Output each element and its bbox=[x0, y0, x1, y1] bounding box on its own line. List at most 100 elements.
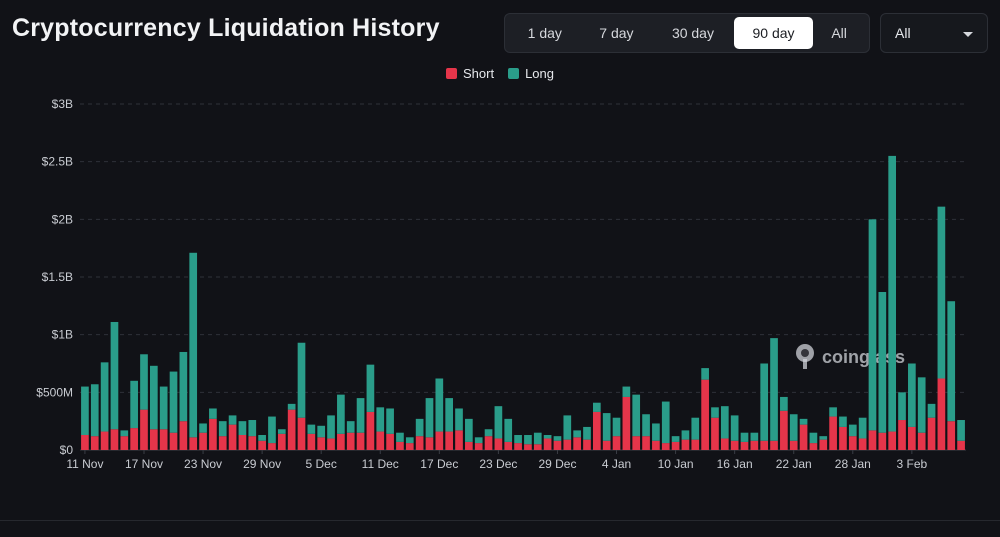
long-bar[interactable] bbox=[327, 415, 335, 439]
long-bar[interactable] bbox=[848, 424, 857, 437]
long-bar[interactable] bbox=[957, 420, 965, 441]
long-bar[interactable] bbox=[829, 407, 837, 417]
range-30-day-button[interactable]: 30 day bbox=[671, 25, 714, 41]
long-bar[interactable] bbox=[337, 394, 345, 434]
short-bar[interactable] bbox=[484, 436, 493, 450]
short-bar[interactable] bbox=[405, 443, 414, 450]
short-bar[interactable] bbox=[819, 439, 828, 450]
short-bar[interactable] bbox=[553, 440, 562, 450]
long-bar[interactable] bbox=[868, 219, 877, 431]
short-bar[interactable] bbox=[622, 396, 631, 450]
short-bar[interactable] bbox=[524, 444, 532, 450]
long-bar[interactable] bbox=[179, 351, 188, 422]
long-bar[interactable] bbox=[583, 426, 591, 440]
long-bar[interactable] bbox=[691, 417, 700, 440]
short-bar[interactable] bbox=[445, 431, 454, 450]
short-bar[interactable] bbox=[465, 441, 473, 450]
coin-select-dropdown[interactable]: All bbox=[880, 13, 988, 53]
long-bar[interactable] bbox=[149, 365, 158, 430]
short-bar[interactable] bbox=[179, 421, 188, 450]
short-bar[interactable] bbox=[297, 417, 306, 450]
short-bar[interactable] bbox=[583, 439, 591, 450]
long-bar[interactable] bbox=[819, 436, 828, 440]
short-bar[interactable] bbox=[898, 420, 906, 450]
short-bar[interactable] bbox=[701, 379, 709, 450]
long-bar[interactable] bbox=[661, 401, 670, 444]
long-bar[interactable] bbox=[435, 378, 444, 432]
short-bar[interactable] bbox=[878, 432, 887, 450]
long-bar[interactable] bbox=[602, 413, 611, 441]
long-bar[interactable] bbox=[632, 394, 641, 437]
range-all-button[interactable]: All bbox=[831, 25, 847, 41]
short-bar[interactable] bbox=[652, 440, 660, 450]
long-bar[interactable] bbox=[81, 386, 89, 436]
long-bar[interactable] bbox=[908, 363, 916, 427]
short-bar[interactable] bbox=[799, 424, 808, 450]
long-bar[interactable] bbox=[839, 416, 847, 427]
long-bar[interactable] bbox=[366, 364, 375, 412]
short-bar[interactable] bbox=[642, 436, 650, 450]
long-bar[interactable] bbox=[405, 437, 414, 444]
long-bar[interactable] bbox=[671, 436, 680, 442]
short-bar[interactable] bbox=[789, 440, 798, 450]
short-bar[interactable] bbox=[228, 424, 237, 450]
long-bar[interactable] bbox=[809, 432, 818, 444]
short-bar[interactable] bbox=[110, 429, 119, 450]
short-bar[interactable] bbox=[209, 418, 217, 450]
short-bar[interactable] bbox=[120, 436, 129, 450]
short-bar[interactable] bbox=[90, 436, 99, 450]
short-bar[interactable] bbox=[730, 440, 739, 450]
short-bar[interactable] bbox=[681, 439, 690, 450]
short-bar[interactable] bbox=[927, 417, 936, 450]
long-bar[interactable] bbox=[514, 435, 522, 444]
long-bar[interactable] bbox=[927, 403, 936, 418]
short-bar[interactable] bbox=[317, 437, 326, 450]
short-bar[interactable] bbox=[592, 411, 601, 450]
short-bar[interactable] bbox=[376, 431, 385, 450]
short-bar[interactable] bbox=[425, 437, 434, 450]
short-bar[interactable] bbox=[711, 417, 719, 450]
long-bar[interactable] bbox=[258, 435, 266, 441]
long-bar[interactable] bbox=[238, 421, 247, 436]
long-bar[interactable] bbox=[189, 252, 198, 438]
long-bar[interactable] bbox=[474, 437, 483, 444]
short-bar[interactable] bbox=[199, 432, 207, 450]
long-bar[interactable] bbox=[711, 407, 719, 418]
short-bar[interactable] bbox=[908, 426, 916, 450]
long-bar[interactable] bbox=[484, 429, 493, 437]
long-bar[interactable] bbox=[494, 406, 503, 439]
short-bar[interactable] bbox=[602, 440, 611, 450]
short-bar[interactable] bbox=[248, 436, 257, 450]
long-bar[interactable] bbox=[90, 384, 99, 437]
short-bar[interactable] bbox=[455, 430, 463, 450]
legend-long[interactable]: Long bbox=[508, 66, 554, 81]
short-bar[interactable] bbox=[81, 435, 89, 450]
short-bar[interactable] bbox=[829, 416, 837, 450]
long-bar[interactable] bbox=[730, 415, 739, 441]
long-bar[interactable] bbox=[277, 429, 286, 434]
legend-short[interactable]: Short bbox=[446, 66, 494, 81]
long-bar[interactable] bbox=[218, 421, 227, 437]
long-bar[interactable] bbox=[937, 206, 946, 379]
short-bar[interactable] bbox=[140, 409, 148, 450]
short-bar[interactable] bbox=[888, 431, 897, 450]
long-bar[interactable] bbox=[524, 435, 532, 445]
long-bar[interactable] bbox=[504, 418, 513, 442]
short-bar[interactable] bbox=[612, 436, 621, 450]
short-bar[interactable] bbox=[386, 433, 394, 450]
long-bar[interactable] bbox=[159, 386, 168, 430]
short-bar[interactable] bbox=[947, 421, 956, 450]
long-bar[interactable] bbox=[130, 380, 138, 429]
short-bar[interactable] bbox=[474, 443, 483, 450]
long-bar[interactable] bbox=[307, 424, 316, 434]
short-bar[interactable] bbox=[169, 432, 178, 450]
long-bar[interactable] bbox=[789, 414, 798, 441]
short-bar[interactable] bbox=[327, 438, 335, 450]
long-bar[interactable] bbox=[612, 417, 621, 437]
short-bar[interactable] bbox=[346, 432, 355, 450]
short-bar[interactable] bbox=[780, 410, 788, 450]
short-bar[interactable] bbox=[218, 436, 227, 450]
short-bar[interactable] bbox=[671, 441, 680, 450]
short-bar[interactable] bbox=[917, 432, 926, 450]
long-bar[interactable] bbox=[799, 418, 808, 425]
